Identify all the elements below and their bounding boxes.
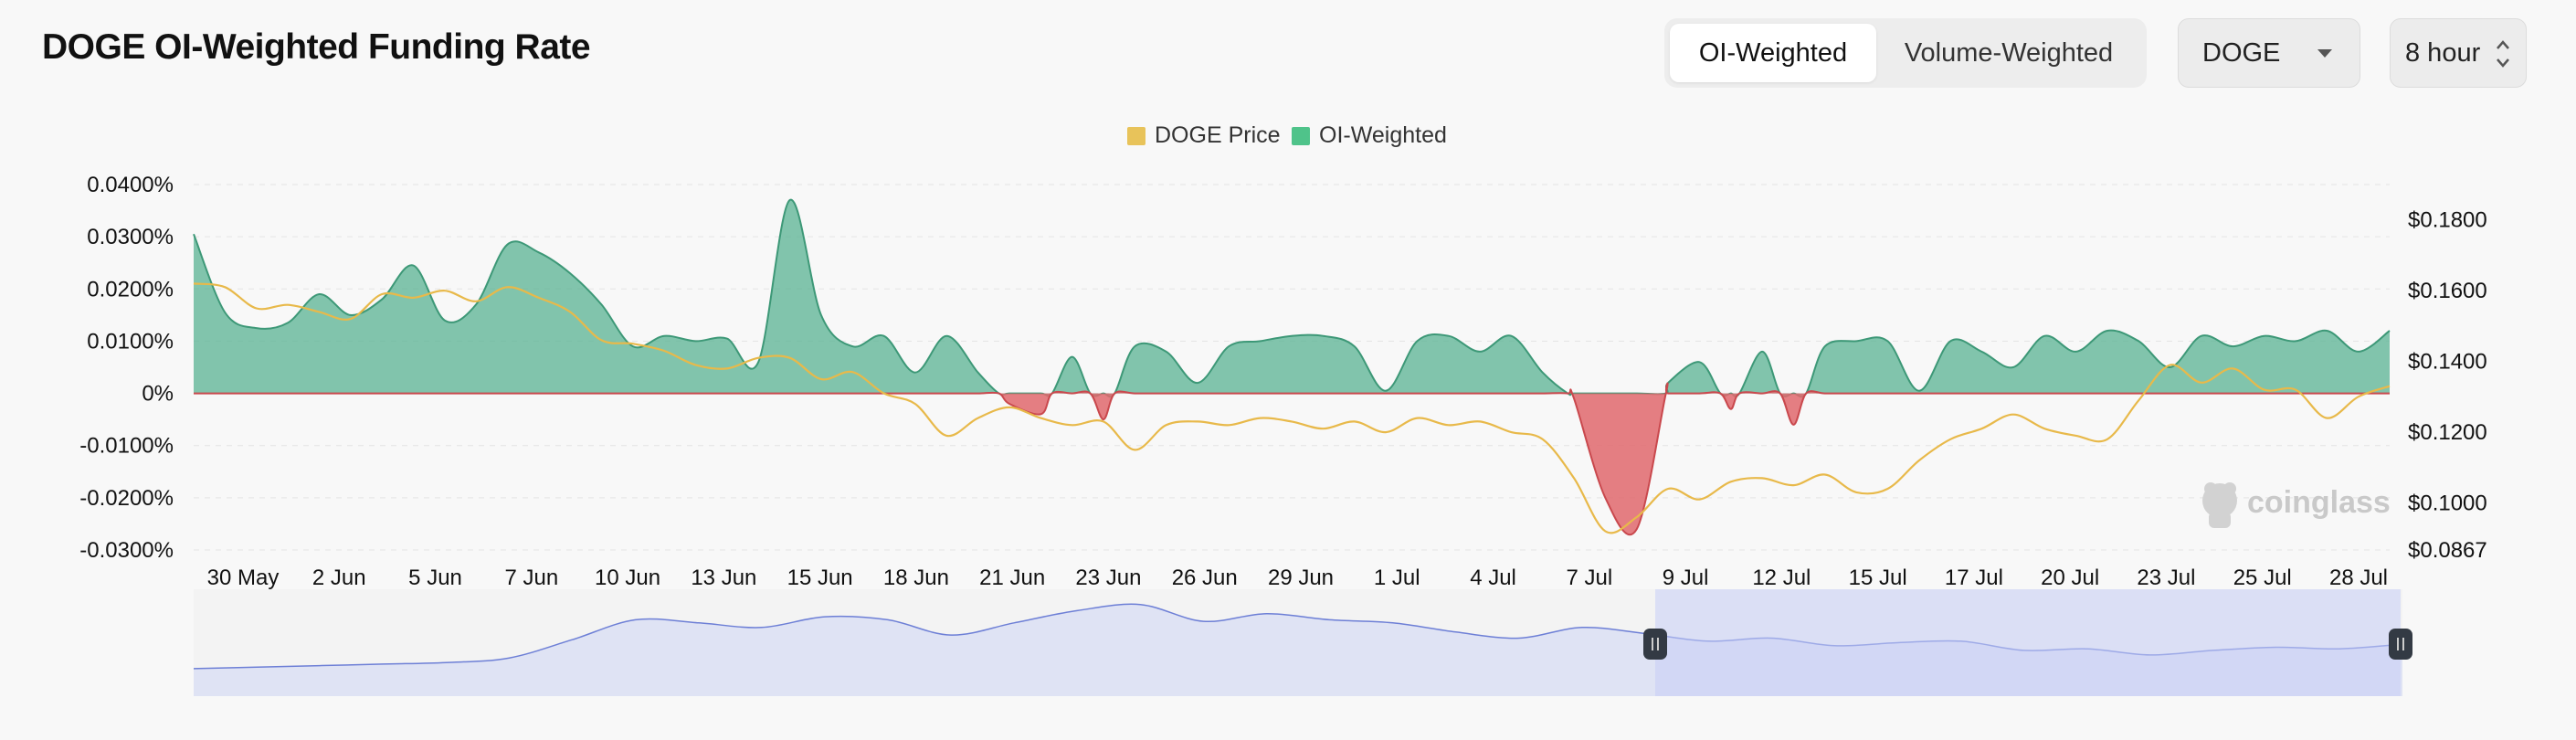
x-tick-label: 7 Jun (504, 566, 558, 590)
y-left-tick: 0.0400% (87, 173, 174, 197)
x-tick-label: 9 Jul (1663, 566, 1709, 590)
y-left-tick: -0.0300% (79, 538, 174, 563)
oi-negative-line (193, 382, 2390, 536)
navigator-handle-right[interactable] (2389, 629, 2412, 660)
x-tick-label: 21 Jun (979, 566, 1045, 590)
x-tick-label: 17 Jul (1945, 566, 2003, 590)
legend-swatch-price (1127, 127, 1145, 145)
legend-label-oi[interactable]: OI-Weighted (1319, 122, 1447, 148)
y-right-tick: $0.1600 (2408, 279, 2487, 303)
legend-swatch-oi (1292, 127, 1310, 145)
x-tick-label: 7 Jul (1566, 566, 1612, 590)
x-tick-label: 5 Jun (408, 566, 462, 590)
x-tick-label: 26 Jun (1172, 566, 1238, 590)
oi-positive-area (194, 199, 2390, 397)
x-tick-label: 2 Jun (312, 566, 366, 590)
weighting-toggle: OI-Weighted Volume-Weighted (1664, 18, 2147, 88)
x-tick-label: 4 Jul (1470, 566, 1516, 590)
x-tick-label: 23 Jun (1075, 566, 1141, 590)
chart-legend: DOGE Price OI-Weighted (1127, 122, 1447, 148)
x-tick-label: 29 Jun (1268, 566, 1334, 590)
x-tick-label: 25 Jul (2233, 566, 2292, 590)
y-left-tick: -0.0100% (79, 434, 174, 459)
x-tick-label: 13 Jun (691, 566, 756, 590)
x-tick-label: 15 Jun (787, 566, 853, 590)
legend-label-price[interactable]: DOGE Price (1155, 122, 1281, 148)
y-left-tick: -0.0200% (79, 486, 174, 511)
interval-select-value: 8 hour (2405, 37, 2481, 68)
x-tick-label: 30 May (207, 566, 280, 590)
navigator-selection[interactable] (1655, 589, 2401, 696)
y-left-tick: 0% (142, 382, 174, 407)
y-right-tick: $0.0867 (2408, 538, 2487, 563)
x-tick-label: 18 Jun (883, 566, 949, 590)
navigator-handle-left[interactable] (1643, 629, 1667, 660)
oi-weighted-tab[interactable]: OI-Weighted (1670, 24, 1876, 82)
x-tick-label: 15 Jul (1849, 566, 1907, 590)
oi-positive-line (193, 199, 2391, 398)
y-right-tick: $0.1200 (2408, 420, 2487, 445)
coinglass-watermark: coinglass (2202, 482, 2391, 528)
y-left-tick: 0.0200% (87, 277, 174, 301)
volume-weighted-tab[interactable]: Volume-Weighted (1876, 24, 2141, 82)
y-left-tick: 0.0300% (87, 225, 174, 249)
x-tick-label: 12 Jul (1752, 566, 1811, 590)
range-navigator[interactable] (193, 589, 2412, 696)
chevron-down-icon (2317, 49, 2332, 58)
oi-negative-area (194, 383, 2390, 535)
price-line (193, 282, 2391, 534)
x-tick-label: 28 Jul (2329, 566, 2388, 590)
x-tick-label: 23 Jul (2137, 566, 2195, 590)
up-down-chevron-icon (2497, 40, 2509, 68)
y-right-tick: $0.1400 (2408, 350, 2487, 375)
x-tick-label: 1 Jul (1374, 566, 1420, 590)
coin-select[interactable]: DOGE (2178, 18, 2360, 88)
x-tick-label: 20 Jul (2041, 566, 2099, 590)
y-right-tick: $0.1000 (2408, 491, 2487, 515)
coin-select-value: DOGE (2202, 37, 2281, 68)
y-right-tick: $0.1800 (2408, 208, 2487, 233)
y-left-tick: 0.0100% (87, 329, 174, 354)
watermark-text: coinglass (2247, 485, 2391, 520)
interval-select[interactable]: 8 hour (2390, 18, 2527, 88)
page-title: DOGE OI-Weighted Funding Rate (42, 27, 591, 67)
x-tick-label: 10 Jun (595, 566, 660, 590)
